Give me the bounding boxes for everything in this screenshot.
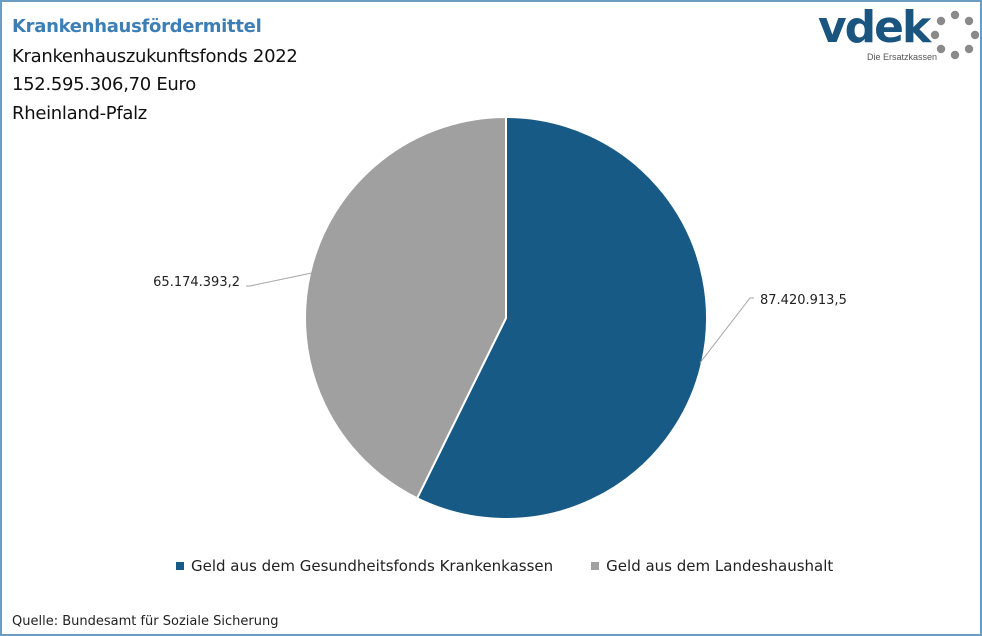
legend-label-krankenkassen: Geld aus dem Gesundheitsfonds Krankenkas… xyxy=(191,557,554,575)
region-label: Rheinland-Pfalz xyxy=(12,103,147,124)
data-label-landeshaushalt: 65.174.393,2 xyxy=(153,275,240,290)
legend-swatch-krankenkassen xyxy=(176,562,184,570)
logo-ring-icon xyxy=(930,10,980,60)
legend-item-krankenkassen: Geld aus dem Gesundheitsfonds Krankenkas… xyxy=(176,557,553,575)
legend-label-landeshaushalt: Geld aus dem Landeshaushalt xyxy=(606,557,834,575)
vdek-logo: vdek Die Ersatzkassen xyxy=(816,2,982,68)
data-label-krankenkassen: 87.420.913,5 xyxy=(760,293,847,308)
pie-chart: 87.420.913,5 65.174.393,2 xyxy=(153,115,847,520)
legend-item-landeshaushalt: Geld aus dem Landeshaushalt xyxy=(591,557,833,575)
legend: Geld aus dem Gesundheitsfonds Krankenkas… xyxy=(176,557,871,575)
source-note: Quelle: Bundesamt für Soziale Sicherung xyxy=(12,614,279,629)
pie-slice-landeshaushalt xyxy=(304,115,507,500)
leader-line-landeshaushalt xyxy=(246,272,313,287)
logo-wordmark: vdek xyxy=(818,2,931,53)
logo-tagline: Die Ersatzkassen xyxy=(867,52,938,62)
total-amount: 152.595.306,70 Euro xyxy=(12,74,196,95)
leader-line-krankenkassen xyxy=(699,297,754,364)
chart-subtitle: Krankenhauszukunftsfonds 2022 xyxy=(12,46,298,67)
pie-slice-krankenkassen xyxy=(415,115,708,520)
chart-heading: Krankenhausfördermittel xyxy=(12,16,262,37)
legend-swatch-landeshaushalt xyxy=(591,562,600,570)
